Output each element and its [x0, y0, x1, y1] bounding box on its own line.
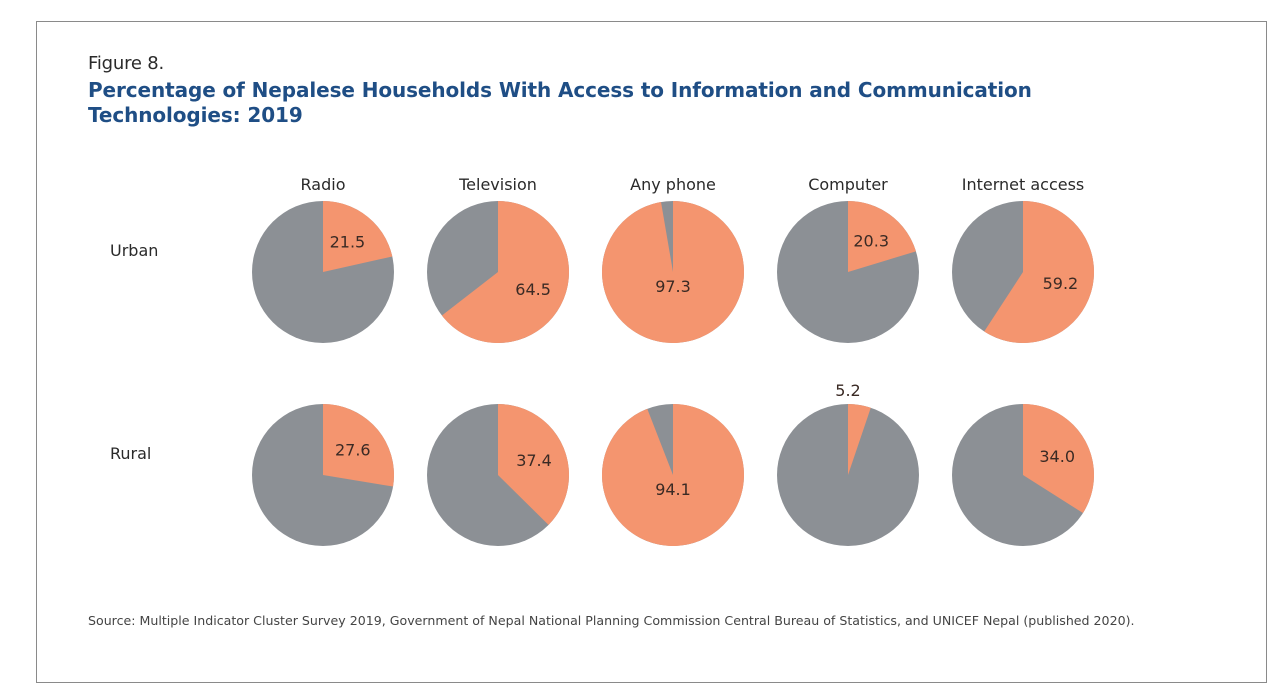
pie-slice-access: [984, 201, 1095, 343]
pie-urban-internet-access: 59.2: [952, 201, 1095, 343]
value-label: 37.4: [516, 451, 552, 470]
column-label-radio: Radio: [301, 175, 346, 194]
pie-rural-television: 37.4: [427, 404, 570, 546]
value-label: 20.3: [853, 232, 889, 251]
pie-slice-access: [498, 404, 570, 525]
column-label-internet-access: Internet access: [962, 175, 1085, 194]
column-label-any-phone: Any phone: [630, 175, 716, 194]
value-label: 64.5: [515, 280, 551, 299]
pie-slice-access: [441, 201, 569, 343]
value-label: 27.6: [335, 441, 371, 460]
source-note: Source: Multiple Indicator Cluster Surve…: [88, 613, 1135, 628]
pie-urban-television: 64.5: [427, 201, 569, 343]
value-label: 59.2: [1043, 274, 1079, 293]
pie-slice-access: [1023, 404, 1095, 514]
figure-number: Figure 8.: [88, 53, 165, 74]
row-label-rural: Rural: [110, 444, 151, 463]
column-label-television: Television: [458, 175, 537, 194]
row-label-urban: Urban: [110, 241, 158, 260]
value-label: 34.0: [1039, 447, 1075, 466]
pie-rural-internet-access: 34.0: [952, 404, 1095, 546]
column-label-computer: Computer: [808, 175, 888, 194]
pie-slice-access: [848, 201, 916, 272]
value-label: 5.2: [835, 381, 860, 400]
value-label: 21.5: [330, 233, 366, 252]
pie-slice-access: [323, 404, 394, 487]
pie-rural-any-phone: 94.1: [601, 404, 744, 546]
pie-slice-access: [602, 201, 745, 343]
pie-rural-radio: 27.6: [252, 404, 394, 546]
pie-slice-access: [323, 201, 393, 272]
figure-frame: [36, 21, 1267, 683]
value-label: 94.1: [655, 480, 691, 499]
pie-rural-computer: 5.2: [777, 381, 919, 546]
value-label: 97.3: [655, 277, 691, 296]
pie-urban-computer: 20.3: [777, 201, 919, 343]
pie-urban-any-phone: 97.3: [602, 201, 745, 343]
pie-slice-access: [601, 404, 744, 546]
chart-title: Percentage of Nepalese Households With A…: [88, 78, 1032, 127]
pie-slice-access: [848, 404, 871, 475]
pie-urban-radio: 21.5: [252, 201, 394, 343]
